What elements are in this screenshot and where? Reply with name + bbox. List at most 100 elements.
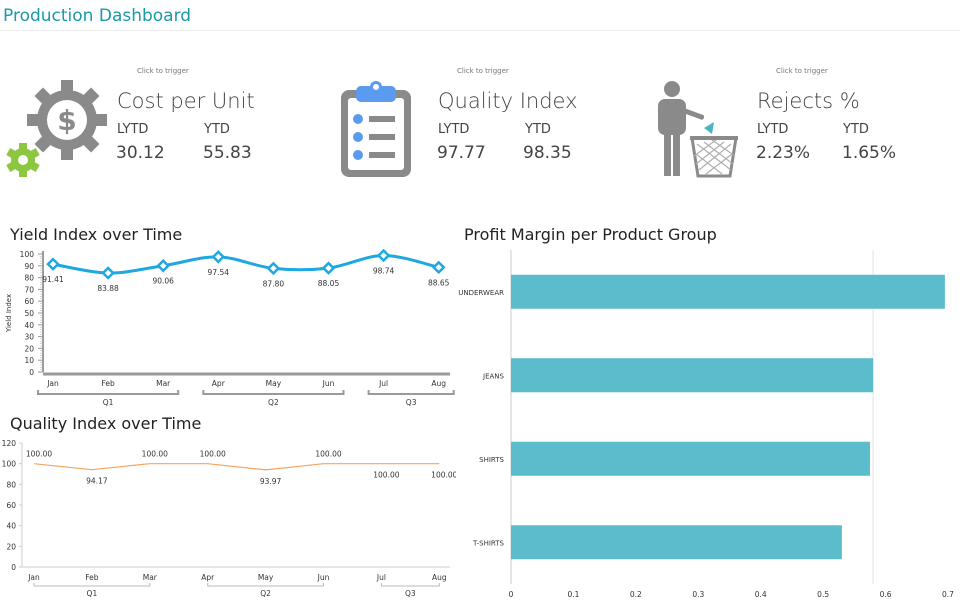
category-label: T-SHIRTS bbox=[472, 539, 505, 547]
quality-data-label: 100.00 bbox=[373, 471, 399, 480]
y-tick-label: 80 bbox=[24, 274, 34, 283]
kpi-lytd-value-rejects: 2.23% bbox=[756, 143, 811, 163]
x-tick-label: 0 bbox=[509, 590, 514, 599]
quarter-bracket bbox=[380, 583, 440, 587]
yield-data-label: 88.65 bbox=[428, 278, 450, 287]
y-tick-label: 60 bbox=[6, 501, 16, 510]
quality-series-line bbox=[33, 463, 440, 471]
x-tick-label: Mar bbox=[156, 379, 171, 388]
yield-point bbox=[156, 258, 170, 273]
yield-point bbox=[101, 266, 115, 280]
yield-chart-title: Yield Index over Time bbox=[10, 225, 183, 244]
x-tick-label: 0.1 bbox=[567, 590, 579, 599]
yield-data-label: 98.74 bbox=[373, 266, 395, 275]
kpi-title-quality: Quality Index bbox=[438, 89, 578, 113]
y-tick-label: 90 bbox=[24, 262, 34, 271]
profit-margin-chart: UNDERWEAR JEANS SHIRTS T-SHIRTS 0 0.1 0.2 0.3 0.… bbox=[458, 250, 954, 599]
x-tick-label: Jul bbox=[376, 573, 386, 582]
profit-bar bbox=[511, 274, 945, 309]
yield-data-label: 90.06 bbox=[152, 277, 174, 286]
yield-point bbox=[46, 257, 60, 271]
yield-point bbox=[211, 250, 226, 264]
y-tick-label: 80 bbox=[6, 480, 16, 489]
quality-data-label: 94.17 bbox=[86, 477, 108, 486]
quality-data-label: 100.00 bbox=[142, 450, 168, 459]
x-tick-label: 0.4 bbox=[755, 590, 767, 599]
category-label: UNDERWEAR bbox=[458, 289, 504, 297]
kpi-trigger-quality[interactable]: Click to trigger bbox=[457, 67, 509, 75]
y-tick-label: 120 bbox=[2, 439, 17, 448]
y-tick-label: 70 bbox=[24, 285, 34, 294]
profit-bar bbox=[511, 358, 874, 393]
y-tick-label: 20 bbox=[24, 344, 34, 353]
kpi-ytd-label-rejects: YTD bbox=[843, 122, 869, 137]
x-tick-label: Feb bbox=[101, 379, 115, 388]
x-tick-label: 0.3 bbox=[692, 590, 704, 599]
quarter-bracket bbox=[33, 583, 151, 587]
quarter-bracket bbox=[37, 390, 180, 395]
x-tick-label: Jan bbox=[46, 379, 59, 388]
person-trash-icon bbox=[658, 81, 738, 178]
x-tick-label: Jul bbox=[378, 379, 388, 388]
quality-data-label: 100.00 bbox=[431, 471, 456, 480]
yield-index-chart: 0 10 20 30 40 50 60 70 80 90 100 Yield Index 91.41 83… bbox=[5, 248, 455, 407]
kpi-trigger-rejects[interactable]: Click to trigger bbox=[776, 67, 828, 75]
x-tick-label: 0.5 bbox=[817, 590, 829, 599]
x-tick-label: Aug bbox=[432, 573, 447, 582]
x-tick-label: Jun bbox=[322, 379, 335, 388]
quality-data-label: 93.97 bbox=[260, 477, 282, 486]
kpi-lytd-value-cost: 30.12 bbox=[116, 143, 165, 163]
y-tick-label: 40 bbox=[6, 522, 16, 531]
category-label: JEANS bbox=[482, 372, 505, 380]
svg-text:$: $ bbox=[57, 104, 76, 137]
x-tick-label: Jun bbox=[317, 573, 330, 582]
x-tick-label: Apr bbox=[201, 573, 215, 582]
yield-point bbox=[431, 260, 446, 275]
quarter-bracket bbox=[202, 390, 345, 395]
x-tick-label: Mar bbox=[143, 573, 158, 582]
x-tick-label: 0.6 bbox=[880, 590, 892, 599]
x-tick-label: Aug bbox=[431, 379, 446, 388]
kpi-ytd-label-cost: YTD bbox=[204, 122, 230, 137]
clipboard-checklist-icon bbox=[341, 81, 411, 177]
category-label: SHIRTS bbox=[479, 456, 504, 464]
yield-data-label: 88.05 bbox=[318, 279, 340, 288]
yield-data-label: 91.41 bbox=[42, 275, 64, 284]
profit-chart-title: Profit Margin per Product Group bbox=[464, 225, 717, 244]
y-tick-label: 60 bbox=[24, 297, 34, 306]
quarter-label: Q1 bbox=[103, 398, 114, 407]
x-tick-label: May bbox=[266, 379, 282, 388]
yield-point bbox=[376, 248, 391, 263]
y-axis-label: Yield Index bbox=[5, 294, 13, 333]
kpi-ytd-value-rejects: 1.65% bbox=[842, 143, 897, 163]
quarter-label: Q2 bbox=[268, 398, 279, 407]
x-tick-label: May bbox=[258, 573, 274, 582]
kpi-trigger-cost[interactable]: Click to trigger bbox=[137, 67, 189, 75]
x-tick-label: 0.7 bbox=[942, 590, 954, 599]
quarter-label: Q3 bbox=[405, 589, 416, 598]
quality-chart-title: Quality Index over Time bbox=[10, 414, 202, 433]
kpi-lytd-label-cost: LYTD bbox=[117, 122, 149, 137]
quality-data-label: 100.00 bbox=[315, 450, 341, 459]
y-tick-label: 50 bbox=[24, 309, 34, 318]
yield-data-label: 87.80 bbox=[263, 279, 285, 288]
kpi-ytd-value-quality: 98.35 bbox=[523, 143, 572, 163]
y-tick-label: 20 bbox=[6, 542, 16, 551]
yield-data-label: 97.54 bbox=[208, 268, 230, 277]
y-tick-label: 100 bbox=[20, 250, 35, 259]
x-tick-label: Jan bbox=[27, 573, 40, 582]
x-tick-label: Apr bbox=[212, 379, 226, 388]
quarter-bracket bbox=[367, 390, 455, 395]
title-divider bbox=[0, 30, 960, 31]
kpi-title-rejects: Rejects % bbox=[757, 89, 860, 113]
yield-data-label: 83.88 bbox=[97, 284, 119, 293]
dollar-gear-icon: $ bbox=[6, 80, 107, 177]
y-tick-label: 0 bbox=[29, 368, 34, 377]
page-title: Production Dashboard bbox=[3, 6, 192, 26]
kpi-ytd-value-cost: 55.83 bbox=[203, 143, 252, 163]
quality-index-chart: 0 20 40 60 80 100 120 100.00 94.17 100.00 100.00 93… bbox=[2, 439, 456, 598]
y-tick-label: 40 bbox=[24, 321, 34, 330]
y-tick-label: 0 bbox=[11, 563, 16, 572]
y-tick-label: 30 bbox=[24, 333, 34, 342]
x-tick-label: 0.2 bbox=[630, 590, 642, 599]
